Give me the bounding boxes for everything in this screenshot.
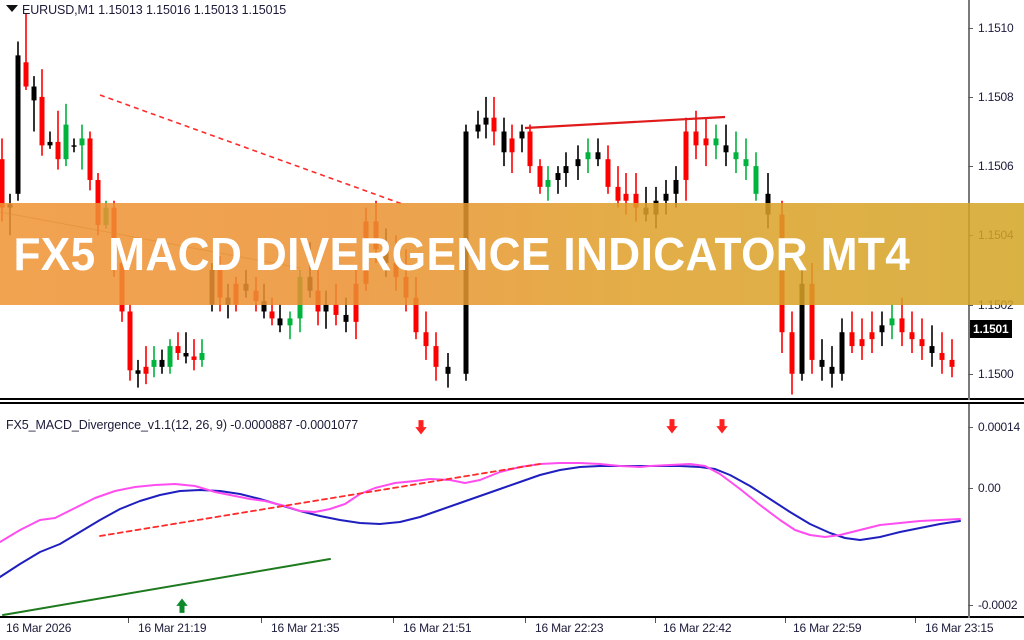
promo-banner-title: FX5 MACD DIVERGENCE INDICATOR MT4 <box>13 228 911 280</box>
time-axis-separator <box>128 618 129 623</box>
arrow-up-icon <box>176 598 189 614</box>
promo-banner <box>0 203 1024 305</box>
time-axis-separator <box>915 618 916 623</box>
indicator-axis-tick <box>968 605 973 606</box>
indicator-axis-label: 0.00 <box>978 481 1001 495</box>
indicator-plot-area[interactable] <box>0 404 968 618</box>
time-axis-label: 16 Mar 22:59 <box>793 621 862 635</box>
time-axis-label: 16 Mar 21:19 <box>138 621 207 635</box>
price-axis-label: 1.1508 <box>978 89 1014 104</box>
price-axis-tick <box>968 27 973 29</box>
indicator-axis-label: 0.00014 <box>978 420 1020 434</box>
price-axis-tick <box>968 304 973 306</box>
symbol-caret-down-icon[interactable] <box>6 5 18 12</box>
price-axis-tick <box>968 373 973 375</box>
price-axis-rail <box>968 0 970 400</box>
time-axis-label: 16 Mar 22:23 <box>535 621 604 635</box>
macd-series <box>0 462 961 616</box>
price-trend-line <box>524 115 726 130</box>
price-axis-label: 1.1500 <box>978 366 1014 381</box>
arrow-down-icon <box>716 419 729 434</box>
time-axis-separator <box>393 618 394 623</box>
macd-bullish-divergence-line <box>2 558 331 616</box>
price-axis-label: 1.1506 <box>978 159 1014 174</box>
time-axis-separator <box>655 618 656 623</box>
candlestick-series <box>0 13 955 395</box>
macd-signal-line <box>0 465 961 578</box>
macd-bearish-divergence-line <box>99 463 541 537</box>
time-axis-label: 16 Mar 2026 <box>6 621 72 635</box>
price-bearish-divergence-line <box>99 94 406 206</box>
macd-main-line <box>0 462 961 543</box>
price-axis-label: 1.1510 <box>978 20 1014 35</box>
arrow-down-icon <box>666 419 679 434</box>
time-axis-label: 16 Mar 22:42 <box>663 621 732 635</box>
price-axis-tick <box>968 166 973 168</box>
arrow-down-icon <box>415 420 428 435</box>
indicator-axis-tick <box>968 488 973 489</box>
time-axis-separator <box>785 618 786 623</box>
indicator-axis-rail <box>968 404 970 618</box>
indicator-axis-label: -0.0002 <box>978 598 1018 612</box>
time-axis-separator <box>261 618 262 623</box>
symbol-header-label: EURUSD,M1 1.15013 1.15016 1.15013 1.1501… <box>22 3 287 17</box>
time-axis-label: 16 Mar 23:15 <box>925 621 994 635</box>
price-axis-tick <box>968 96 973 98</box>
indicator-pane[interactable]: 0.00014 0.00 -0.0002 <box>0 402 1024 618</box>
current-price-tag: 1.1501 <box>970 319 1012 338</box>
time-axis: 16 Mar 2026 16 Mar 21:19 16 Mar 21:35 16 Ma… <box>0 618 1024 640</box>
time-axis-label: 16 Mar 21:51 <box>403 621 472 635</box>
time-axis-separator <box>525 618 526 623</box>
price-plot-area[interactable] <box>0 0 968 398</box>
time-axis-label: 16 Mar 21:35 <box>271 621 340 635</box>
indicator-axis-tick <box>968 427 973 428</box>
indicator-header-label: FX5_MACD_Divergence_v1.1(12, 26, 9) -0.0… <box>6 418 359 432</box>
